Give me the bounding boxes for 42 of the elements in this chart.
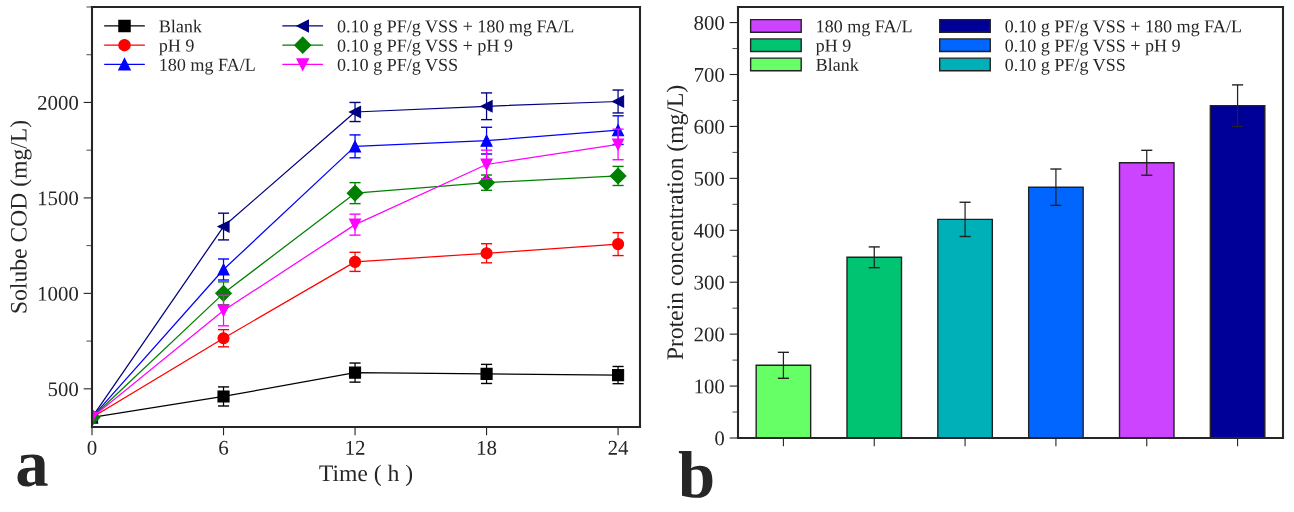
y-tick-label: 800 bbox=[694, 15, 725, 31]
y-tick-label: 600 bbox=[694, 119, 725, 134]
legend-label: Blank bbox=[816, 58, 859, 71]
y-tick-label: 300 bbox=[694, 275, 725, 290]
y-tick-label: 500 bbox=[48, 382, 79, 397]
point bbox=[480, 100, 493, 113]
y-tick-label: 700 bbox=[694, 67, 725, 82]
point bbox=[217, 390, 230, 403]
legend-label: Blank bbox=[159, 19, 202, 33]
x-tick-label: 18 bbox=[477, 440, 497, 455]
y-tick-label: 200 bbox=[694, 327, 725, 342]
y-tick-label: 100 bbox=[695, 379, 725, 394]
legend-label: 0.10 g PF/g VSS + 180 mg FA/L bbox=[337, 20, 574, 37]
y-tick-label: 400 bbox=[693, 223, 725, 238]
legend-label: 0.10 g PF/g VSS + pH 9 bbox=[1005, 39, 1180, 56]
x-tick-label: 6 bbox=[219, 440, 229, 455]
x-tick-label: 12 bbox=[346, 440, 365, 455]
legend-label: 0.10 g PF/g VSS bbox=[337, 58, 458, 75]
legend-label: 0.10 g PF/g VSS bbox=[1005, 58, 1125, 75]
x-tick-label: 0 bbox=[87, 440, 97, 455]
y-axis-title: Solube COD (mg/L) bbox=[10, 120, 32, 313]
legend-label: 180 mg FA/L bbox=[160, 58, 255, 75]
legend-label: pH 9 bbox=[159, 39, 194, 56]
legend-label: 180 mg FA/L bbox=[817, 20, 912, 37]
x-tick-label: 24 bbox=[608, 440, 629, 455]
point bbox=[217, 304, 230, 317]
text: b bbox=[678, 450, 713, 498]
legend-label: pH 9 bbox=[815, 39, 851, 56]
y-tick-label: 500 bbox=[694, 171, 725, 186]
legend-label: 0.10 g PF/g VSS + 180 mg FA/L bbox=[1005, 20, 1241, 37]
x-axis-title: Time ( h ) bbox=[319, 464, 413, 487]
y-tick-label: 1000 bbox=[38, 286, 79, 301]
y-axis-title: Protein concentration (mg/L) bbox=[666, 85, 688, 360]
point bbox=[480, 158, 493, 171]
y-tick-label: 2000 bbox=[38, 95, 79, 110]
legend-label: 0.10 g PF/g VSS + pH 9 bbox=[337, 39, 513, 56]
point bbox=[480, 134, 493, 147]
text: a bbox=[17, 454, 48, 487]
point bbox=[480, 367, 493, 380]
y-tick-label: 1500 bbox=[38, 191, 79, 206]
point bbox=[217, 263, 230, 276]
point bbox=[217, 220, 230, 233]
